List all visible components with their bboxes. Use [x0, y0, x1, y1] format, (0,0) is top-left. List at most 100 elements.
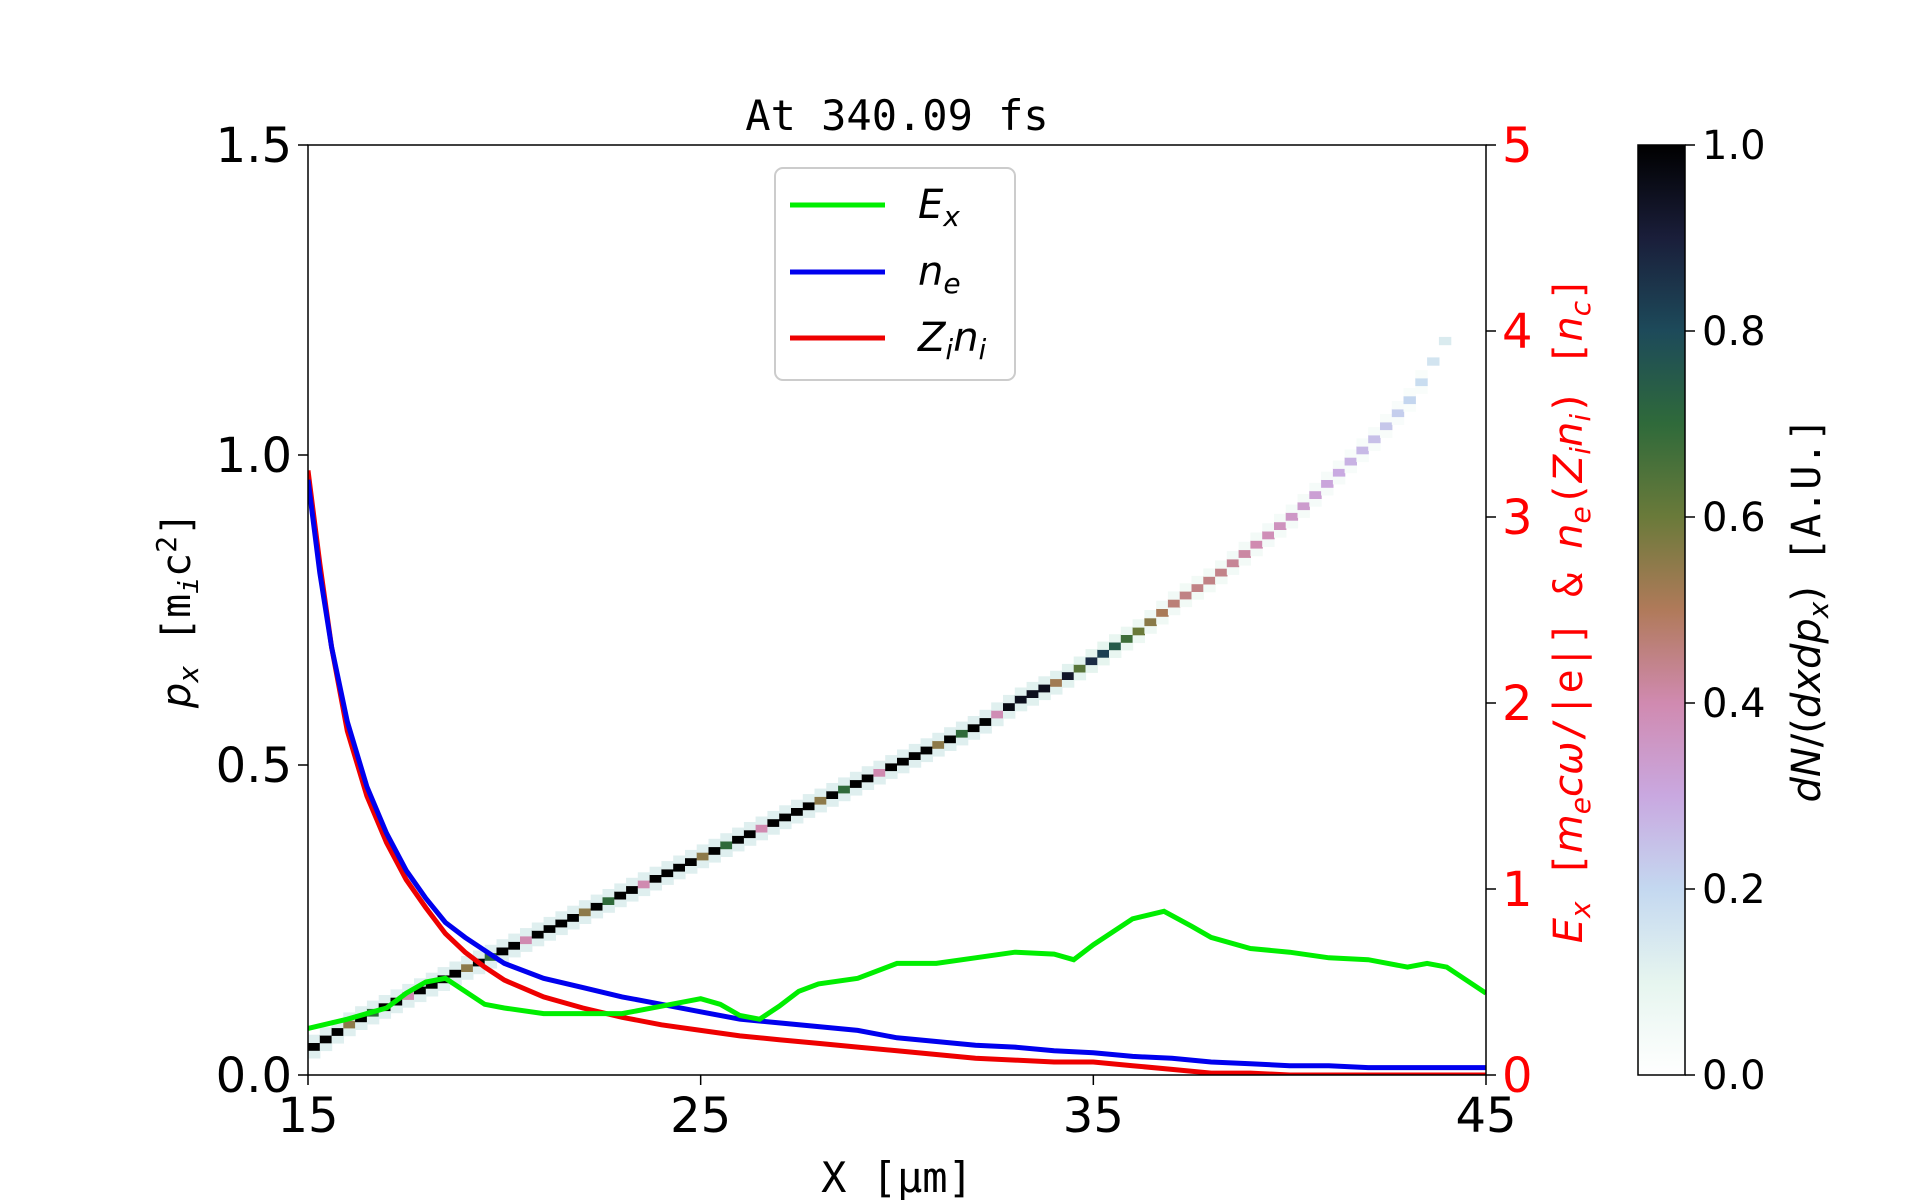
- heatmap-cell: [1132, 634, 1145, 644]
- heatmap-cell: [838, 785, 851, 794]
- y2-tick-label: 4: [1502, 304, 1533, 360]
- heatmap-cell: [1285, 520, 1299, 529]
- heatmap-cell: [861, 774, 875, 783]
- heatmap-cell: [802, 809, 816, 818]
- heatmap-cell: [1262, 523, 1275, 532]
- heatmap-cell: [425, 972, 439, 981]
- heatmap-cell: [1191, 575, 1204, 585]
- heatmap-cell: [955, 721, 969, 730]
- y-tick-label: 0.0: [216, 1048, 292, 1104]
- x-tick-label: 15: [277, 1088, 338, 1144]
- heatmap-cell: [520, 928, 533, 937]
- heatmap-cell: [685, 849, 698, 859]
- heatmap-cell: [897, 749, 910, 758]
- heatmap-cell: [496, 947, 509, 956]
- heatmap-cell: [390, 989, 403, 998]
- heatmap-cell: [1262, 538, 1275, 547]
- heatmap-cell: [1120, 626, 1134, 635]
- heatmap-cell: [461, 963, 474, 972]
- heatmap-cell: [1097, 649, 1110, 658]
- heatmap-cell: [696, 859, 710, 869]
- heatmap-cell: [472, 965, 486, 975]
- heatmap-cell: [1085, 656, 1098, 666]
- heatmap-cell: [1391, 401, 1405, 410]
- heatmap-cell: [637, 887, 651, 897]
- heatmap-cell: [437, 967, 450, 976]
- heatmap-cell: [461, 971, 474, 980]
- heatmap-cell: [626, 877, 639, 887]
- y2-tick-label: 1: [1502, 862, 1533, 918]
- heatmap-cell: [1380, 414, 1393, 423]
- colorbar-tick-label: 1.0: [1702, 123, 1766, 169]
- heatmap-cell: [967, 723, 981, 733]
- heatmap-cell: [1191, 583, 1204, 592]
- heatmap-cell: [555, 919, 568, 928]
- heatmap-cell: [343, 1020, 356, 1029]
- heatmap-cell: [767, 826, 780, 835]
- heatmap-cell: [732, 827, 745, 836]
- heatmap-cell: [331, 1035, 344, 1044]
- heatmap-cell: [1061, 663, 1075, 673]
- heatmap-cell: [885, 770, 898, 779]
- heatmap-cell: [1061, 671, 1075, 680]
- heatmap-cell: [355, 1006, 368, 1015]
- heatmap-cell: [779, 805, 792, 814]
- heatmap-cell: [543, 932, 556, 941]
- heatmap-cell: [661, 868, 674, 878]
- heatmap-cell: [767, 810, 780, 820]
- heatmap-cell: [908, 743, 922, 753]
- heatmap-cell: [531, 938, 545, 947]
- heatmap-cell: [991, 710, 1004, 719]
- heatmap-cell: [531, 930, 545, 939]
- heatmap-cell: [1050, 670, 1063, 680]
- heatmap-cell: [567, 905, 580, 914]
- heatmap-cell: [826, 790, 839, 799]
- heatmap-cell: [1226, 558, 1240, 568]
- heatmap-cell: [732, 843, 745, 852]
- heatmap-cell: [1144, 610, 1157, 619]
- heatmap-cell: [602, 889, 615, 898]
- heatmap-cell: [861, 766, 875, 775]
- heatmap-cell: [755, 832, 768, 841]
- heatmap-cell: [637, 880, 651, 889]
- heatmap-cell: [1156, 616, 1169, 625]
- heatmap-cell: [508, 949, 521, 958]
- heatmap-cell: [1014, 687, 1028, 696]
- heatmap-cell: [767, 818, 780, 827]
- heatmap-cell: [1403, 388, 1416, 397]
- y-tick-label: 1.0: [216, 428, 292, 484]
- heatmap-cell: [1109, 634, 1122, 643]
- colorbar: [1637, 144, 1686, 1076]
- heatmap-cell: [555, 926, 568, 936]
- heatmap-cell: [873, 768, 886, 777]
- heatmap-cell: [967, 731, 981, 740]
- y-axis-left: 0.0 0.5 1.0 1.5: [216, 118, 308, 1104]
- colorbar-tick-label: 0.8: [1702, 309, 1766, 355]
- heatmap-cell: [743, 829, 757, 839]
- heatmap-cell: [319, 1027, 333, 1036]
- heatmap-cell: [590, 894, 604, 903]
- heatmap-cell: [1120, 642, 1134, 651]
- colorbar-tick-label: 0.0: [1702, 1053, 1766, 1099]
- heatmap-cell: [696, 844, 710, 853]
- heatmap-cell: [1309, 490, 1322, 499]
- heatmap-cell: [508, 933, 521, 942]
- colorbar-ticks: 0.0 0.2 0.4 0.6 0.8 1.0: [1685, 123, 1766, 1099]
- heatmap-cell: [366, 1000, 380, 1009]
- heatmap-cell: [449, 961, 462, 970]
- heatmap-cell: [355, 1021, 368, 1030]
- colorbar-tick-label: 0.2: [1702, 867, 1766, 913]
- heatmap-cell: [1179, 598, 1193, 608]
- heatmap-cell: [861, 781, 875, 790]
- heatmap-cell: [673, 871, 686, 880]
- legend: Ex ne Zini: [774, 167, 1016, 381]
- heatmap-cell: [696, 852, 710, 861]
- heatmap-cell: [1132, 619, 1145, 628]
- heatmap-cell: [1356, 453, 1369, 463]
- chart-title: At 340.09 fs: [745, 91, 1048, 140]
- heatmap-cell: [1368, 427, 1381, 436]
- heatmap-cell: [319, 1035, 333, 1044]
- heatmap-cell: [1144, 617, 1157, 627]
- heatmap-cell: [1226, 551, 1240, 560]
